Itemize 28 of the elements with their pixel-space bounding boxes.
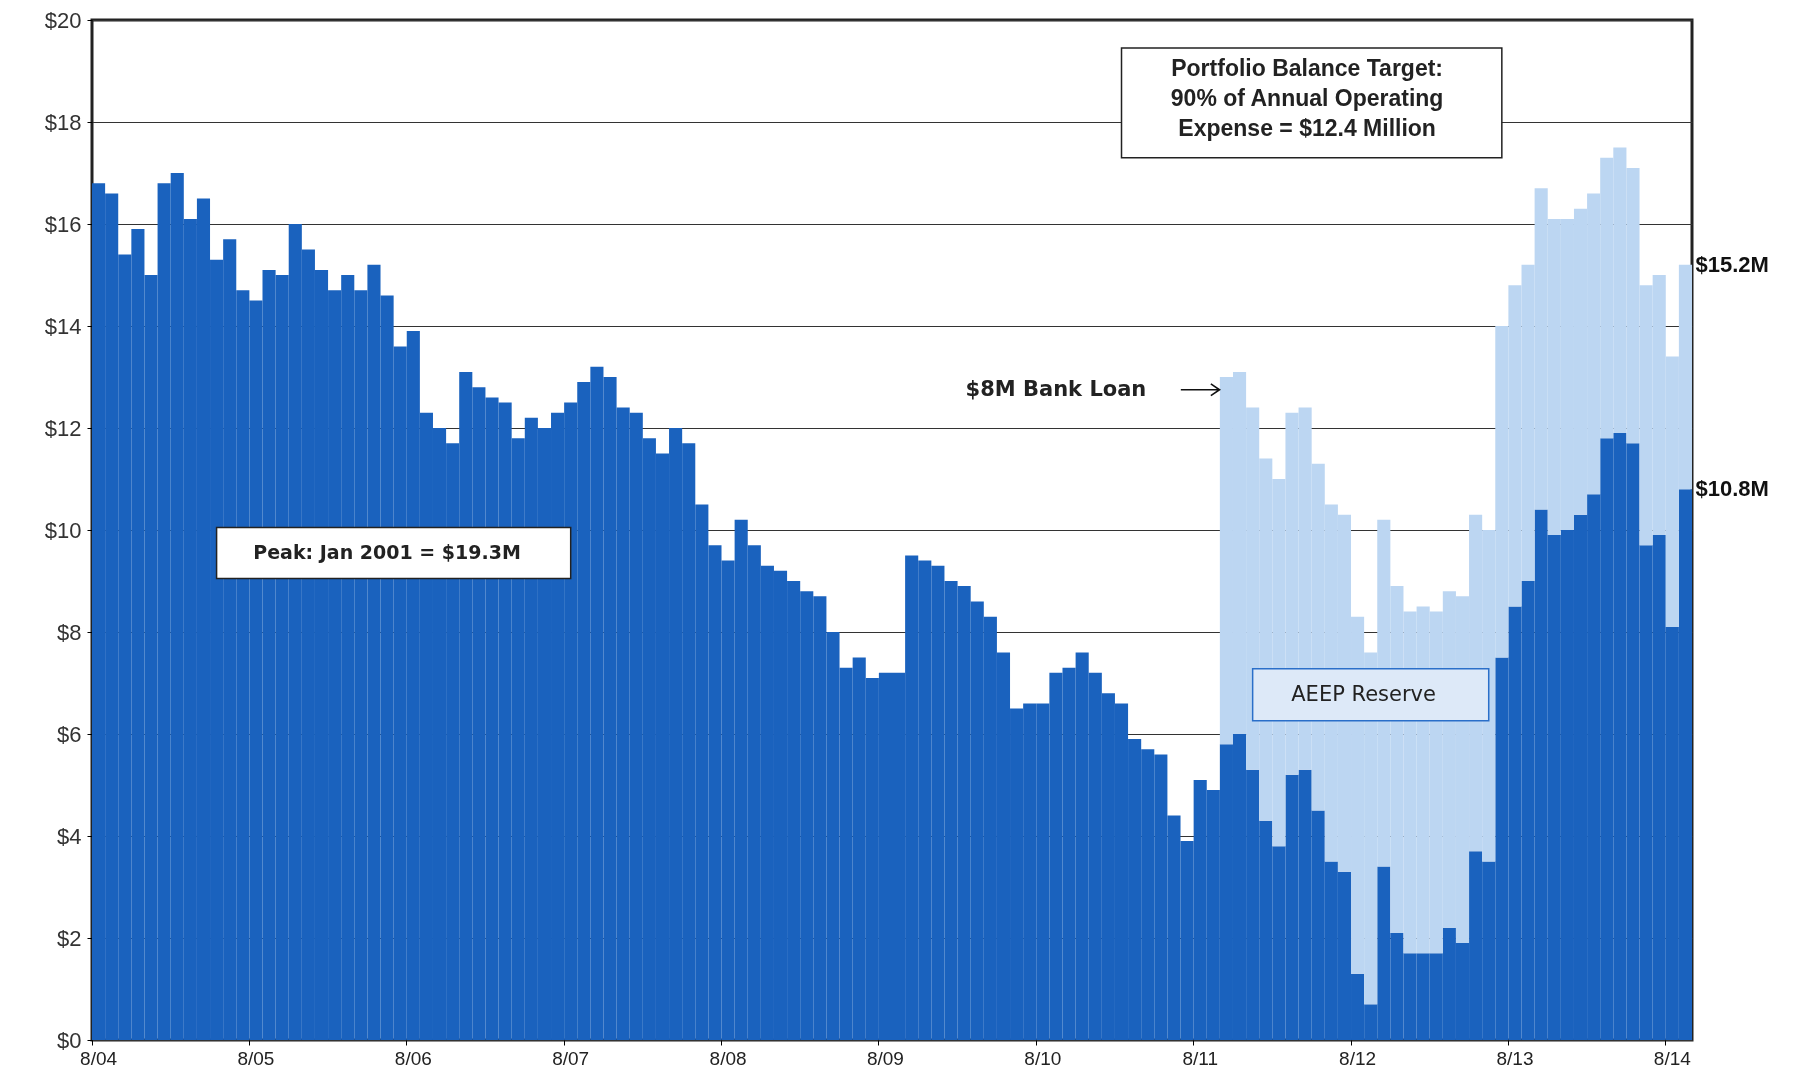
text: $10.8M: [1695, 476, 1769, 502]
y-tick-label: $0: [57, 1027, 82, 1053]
text: $15.2M: [1695, 251, 1769, 277]
annotation: $8M Bank Loan: [965, 376, 1147, 401]
y-tick-label: $18: [44, 109, 82, 135]
annotation: Peak: Jan 2001 = $19.3M: [253, 540, 521, 563]
y-tick-label: $8: [57, 619, 82, 645]
x-tick-label: 8/13: [1496, 1047, 1534, 1069]
x-tick-label: 8/08: [709, 1047, 747, 1069]
y-tick-label: $20: [44, 7, 82, 33]
x-tick-label: 8/10: [1024, 1047, 1062, 1069]
x-tick-label: 8/14: [1653, 1047, 1692, 1069]
y-tick-label: $2: [57, 925, 82, 951]
x-tick-label: 8/11: [1182, 1047, 1218, 1069]
y-tick-label: $14: [44, 313, 82, 339]
x-tick-label: 8/05: [237, 1047, 275, 1069]
y-tick-label: $16: [44, 211, 82, 237]
y-tick-label: $6: [57, 721, 82, 747]
y-tick-label: $10: [44, 517, 82, 543]
x-tick-label: 8/09: [866, 1047, 904, 1069]
x-tick-label: 8/07: [552, 1047, 590, 1069]
y-tick-label: $12: [44, 415, 82, 441]
y-tick-label: $4: [57, 823, 82, 849]
series-label: AEEP Reserve: [1291, 681, 1436, 706]
x-tick-label: 8/06: [394, 1047, 432, 1069]
x-tick-label: 8/12: [1339, 1047, 1377, 1069]
x-tick-label: 8/04: [80, 1047, 118, 1069]
annotation: Portfolio Balance Target: 90% of Annual Operating Expense = $12.4 Million: [1170, 55, 1444, 142]
